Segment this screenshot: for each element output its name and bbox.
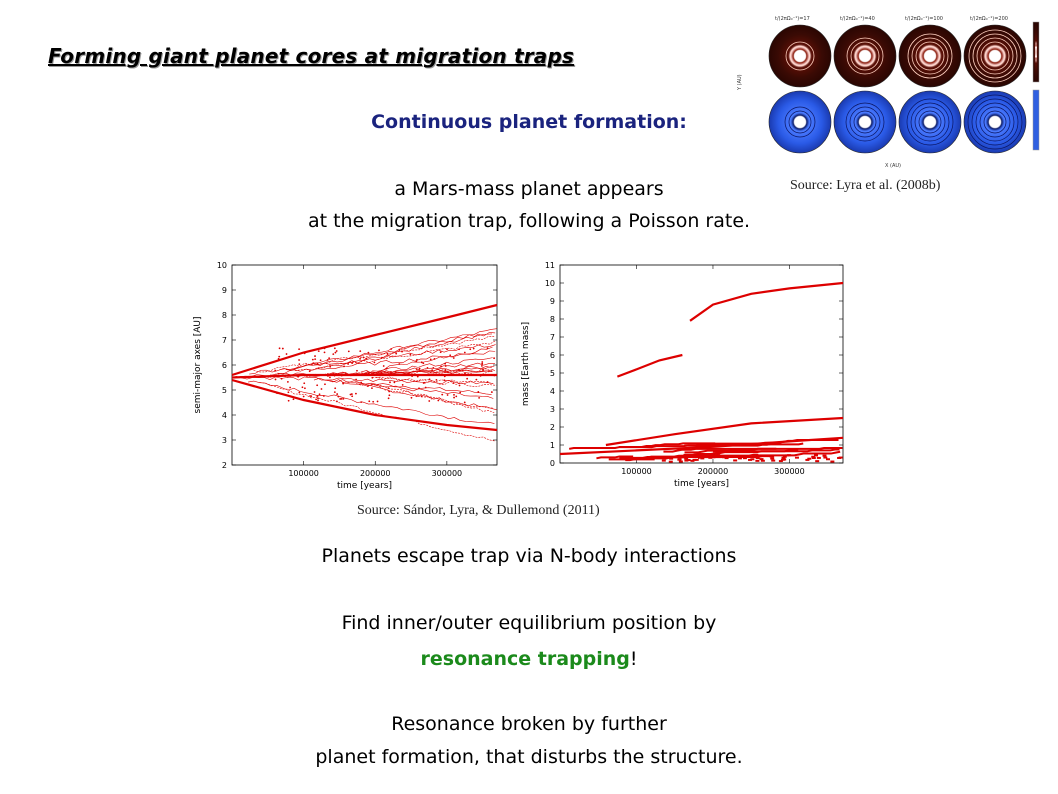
left-ytick-label: 7 [222, 336, 227, 345]
disk-label-3: t/(2πΩ₀⁻¹)=100 [905, 16, 943, 22]
disk-x-label: X (AU) [885, 163, 901, 169]
left-plot-frame [231, 264, 498, 466]
left-trajectory-bundle [235, 328, 497, 442]
source-top: Source: Lyra et al. (2008b) [790, 178, 941, 193]
left-xtick-label: 300000 [432, 469, 463, 478]
right-ytick-label: 9 [550, 297, 555, 306]
disk-y-label: Y (AU) [737, 74, 743, 91]
left-xtick-label: 100000 [288, 469, 319, 478]
right-ytick-label: 10 [545, 279, 555, 288]
vorticity-disk-4 [963, 90, 1027, 154]
density-disk-2 [833, 24, 897, 88]
planet-mass-chart: 0 1 2 3 4 5 6 7 8 9 10 11 100000 200000 300000 time [ye… [518, 255, 853, 500]
vorticity-disk-2 [833, 90, 897, 154]
right-ytick-label: 11 [545, 261, 555, 270]
right-series-3 [605, 416, 844, 447]
right-mass-tracks [568, 439, 843, 463]
source-bottom: Source: Sándor, Lyra, & Dullemond (2011) [357, 503, 600, 518]
right-ytick-label: 5 [550, 369, 555, 378]
bullet-2-suffix: ! [629, 648, 638, 670]
left-ytick-label: 6 [222, 361, 227, 370]
right-x-axis-label: time [years] [674, 479, 729, 489]
left-ytick-label: 2 [222, 461, 227, 470]
left-ytick-label: 8 [222, 311, 227, 320]
disk-simulation-figure: t/(2πΩ₀⁻¹)=17 t/(2πΩ₀⁻¹)=40 t/(2πΩ₀⁻¹)=1… [735, 10, 1050, 170]
right-ytick-label: 0 [550, 459, 555, 468]
left-y-axis-label: semi-major axes [AU] [193, 316, 203, 413]
right-ytick-label: 1 [550, 441, 555, 450]
right-xtick-label: 300000 [774, 467, 805, 476]
left-xtick-label: 200000 [360, 469, 391, 478]
slide-title: Forming giant planet cores at migration … [48, 44, 575, 68]
bullet-3-line-2: planet formation, that disturbs the stru… [315, 746, 743, 768]
bullet-1: Planets escape trap via N-body interacti… [321, 545, 737, 567]
disk-label-1: t/(2πΩ₀⁻¹)=17 [775, 16, 810, 22]
vorticity-disk-1 [768, 90, 832, 154]
right-plot-frame [559, 264, 844, 464]
right-xtick-label: 100000 [621, 467, 652, 476]
right-series-2 [616, 353, 683, 378]
right-ytick-label: 2 [550, 423, 555, 432]
right-ytick-label: 3 [550, 405, 555, 414]
left-series-3 [231, 378, 498, 432]
semimajor-axis-chart: 2 3 4 5 6 7 8 9 10 100000 200000 300000 time [years]… [190, 255, 510, 500]
right-ytick-label: 6 [550, 351, 555, 360]
right-xtick-label: 200000 [698, 467, 729, 476]
right-series-1 [689, 281, 844, 322]
left-ytick-label: 4 [222, 411, 227, 420]
left-ytick-label: 3 [222, 436, 227, 445]
right-y-axis-label: mass [Earth mass] [521, 322, 531, 406]
subtitle: Continuous planet formation: [371, 111, 687, 133]
bullet-2-line-1: Find inner/outer equilibrium position by [341, 612, 717, 634]
resonance-trapping-highlight: resonance trapping [420, 648, 630, 670]
bullet-2-line-2: resonance trapping! [0, 648, 1058, 670]
disk-label-4: t/(2πΩ₀⁻¹)=200 [970, 16, 1008, 22]
intro-line-1: a Mars-mass planet appears [394, 178, 664, 200]
vorticity-disk-3 [898, 90, 962, 154]
bullet-3-line-1: Resonance broken by further [391, 713, 667, 735]
left-x-axis-label: time [years] [337, 481, 392, 491]
disk-label-2: t/(2πΩ₀⁻¹)=40 [840, 16, 875, 22]
intro-line-2: at the migration trap, following a Poiss… [307, 210, 751, 232]
left-ytick-label: 5 [222, 386, 227, 395]
left-ytick-label: 9 [222, 286, 227, 295]
left-series-2 [231, 303, 498, 377]
right-ytick-label: 4 [550, 387, 555, 396]
density-disk-1 [768, 24, 832, 88]
right-ytick-label: 8 [550, 315, 555, 324]
left-ytick-label: 10 [217, 261, 227, 270]
right-ytick-label: 7 [550, 333, 555, 342]
